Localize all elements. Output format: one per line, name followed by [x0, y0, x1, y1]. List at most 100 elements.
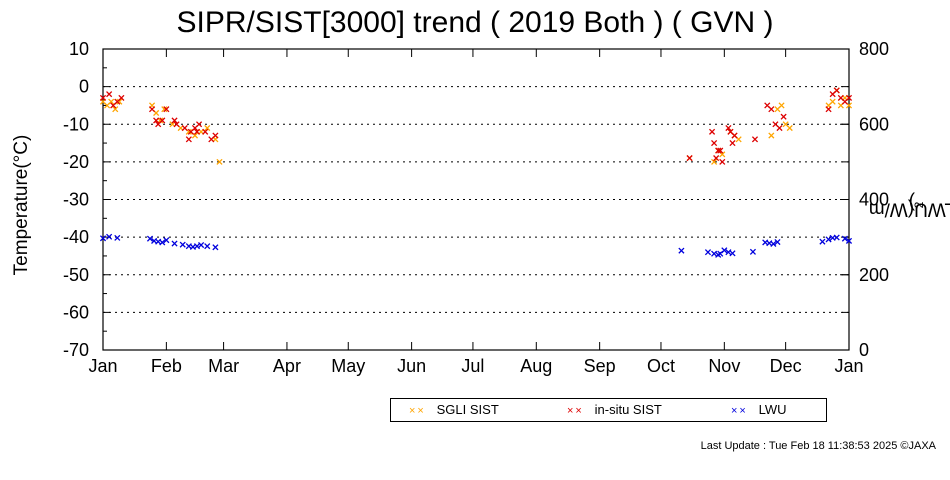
y-left-tick-label: 0 — [79, 77, 89, 97]
data-point-lwu — [171, 240, 178, 247]
data-point-sgli-sist — [108, 98, 115, 105]
data-point-lwu — [159, 239, 166, 246]
data-point-lwu — [841, 235, 848, 242]
data-point-lwu — [825, 236, 832, 243]
data-point-in-situ-sist — [196, 121, 203, 128]
y-right-tick-label: 800 — [859, 39, 889, 59]
y-right-tick-label: 0 — [859, 340, 869, 360]
data-point-in-situ-sist — [99, 94, 107, 101]
legend-item-sgli: ×× SGLI SIST — [409, 402, 499, 417]
data-point-in-situ-sist — [181, 124, 188, 132]
data-point-in-situ-sist — [751, 136, 759, 143]
data-point-lwu — [819, 238, 826, 245]
y-axis-right-label-end: ) — [908, 191, 915, 213]
data-point-in-situ-sist — [153, 117, 160, 124]
data-point-lwu — [193, 243, 201, 250]
data-point-in-situ-sist — [118, 94, 125, 101]
x-tick-label: Dec — [770, 356, 802, 376]
data-point-lwu — [179, 241, 186, 248]
data-point-in-situ-sist — [717, 147, 724, 154]
data-point-lwu — [725, 249, 732, 256]
y-left-tick-label: 10 — [69, 39, 89, 59]
y-left-tick-label: -70 — [63, 340, 89, 360]
chart-title: SIPR/SIST[3000] trend ( 2019 Both ) ( GV… — [176, 6, 774, 39]
legend-item-lwu: ×× LWU — [731, 402, 787, 417]
data-point-lwu — [198, 241, 205, 249]
x-tick-label: Nov — [708, 356, 740, 376]
data-point-in-situ-sist — [202, 128, 209, 135]
legend-label-lwu: LWU — [758, 402, 787, 417]
x-tick-label: Feb — [151, 356, 182, 376]
y-right-tick-label: 200 — [859, 265, 889, 285]
data-point-in-situ-sist — [173, 121, 180, 128]
data-point-in-situ-sist — [719, 158, 726, 165]
x-tick-label: Jan — [834, 356, 863, 376]
x-tick-label: Aug — [520, 356, 552, 376]
data-point-in-situ-sist — [193, 128, 201, 135]
data-point-in-situ-sist — [148, 106, 156, 113]
x-tick-label: May — [331, 356, 365, 376]
data-point-in-situ-sist — [768, 106, 775, 113]
x-tick-label: Jan — [88, 356, 117, 376]
data-point-in-situ-sist — [159, 117, 166, 124]
y-left-tick-label: -20 — [63, 152, 89, 172]
data-point-in-situ-sist — [845, 94, 853, 101]
data-point-in-situ-sist — [725, 124, 732, 132]
data-point-lwu — [678, 247, 685, 254]
legend-label-sgli: SGLI SIST — [436, 402, 499, 417]
data-point-sgli-sist — [161, 106, 168, 113]
data-point-sgli-sist — [768, 132, 775, 139]
data-point-lwu — [99, 235, 107, 242]
y-axis-left-label: Temperature(°C) — [11, 134, 32, 276]
data-point-lwu — [114, 234, 121, 241]
data-point-sgli-sist — [829, 98, 836, 105]
y-right-tick-label: 400 — [859, 190, 889, 210]
data-point-in-situ-sist — [780, 113, 787, 120]
data-point-lwu — [845, 237, 853, 244]
y-left-tick-label: -30 — [63, 190, 89, 210]
data-point-in-situ-sist — [833, 87, 840, 94]
data-point-lwu — [774, 238, 781, 246]
data-point-in-situ-sist — [106, 91, 113, 98]
legend-item-insitu: ×× in-situ SIST — [567, 402, 662, 417]
data-point-in-situ-sist — [212, 132, 219, 139]
data-point-sgli-sist — [711, 158, 718, 165]
data-point-in-situ-sist — [171, 117, 178, 124]
y-left-tick-label: -10 — [63, 114, 89, 134]
legend-label-insitu: in-situ SIST — [594, 402, 662, 417]
x-tick-label: Sep — [584, 356, 616, 376]
data-point-in-situ-sist — [731, 132, 738, 139]
legend-marker-sgli: ×× — [409, 405, 426, 417]
x-tick-label: Apr — [273, 356, 301, 376]
y-left-tick-label: -50 — [63, 265, 89, 285]
data-point-sgli-sist — [204, 124, 211, 132]
data-point-lwu — [721, 247, 728, 254]
data-point-sgli-sist — [216, 158, 223, 165]
data-point-lwu — [711, 250, 718, 257]
data-point-sgli-sist — [112, 106, 119, 113]
data-point-in-situ-sist — [776, 124, 783, 132]
data-point-lwu — [106, 233, 113, 240]
x-tick-label: Mar — [208, 356, 239, 376]
data-point-in-situ-sist — [709, 128, 716, 135]
x-tick-label: Jun — [397, 356, 426, 376]
data-point-in-situ-sist — [713, 155, 720, 162]
data-point-lwu — [770, 240, 777, 247]
data-point-lwu — [212, 244, 219, 251]
legend-marker-insitu: ×× — [567, 405, 584, 417]
last-update-footer: Last Update : Tue Feb 18 11:38:53 2025 ©… — [700, 440, 936, 452]
chart-legend: ×× SGLI SIST ×× in-situ SIST ×× LWU — [390, 398, 827, 422]
x-tick-label: Oct — [647, 356, 675, 376]
data-point-in-situ-sist — [686, 155, 693, 162]
data-point-lwu — [749, 248, 756, 255]
data-point-in-situ-sist — [825, 106, 832, 113]
data-point-lwu — [729, 250, 736, 257]
data-point-in-situ-sist — [711, 140, 718, 147]
y-axis-right-label: LWU(W/m 2) — [869, 192, 950, 220]
data-point-in-situ-sist — [185, 136, 192, 143]
x-tick-label: Jul — [461, 356, 484, 376]
data-point-lwu — [163, 237, 170, 244]
data-point-sgli-sist — [778, 102, 785, 109]
